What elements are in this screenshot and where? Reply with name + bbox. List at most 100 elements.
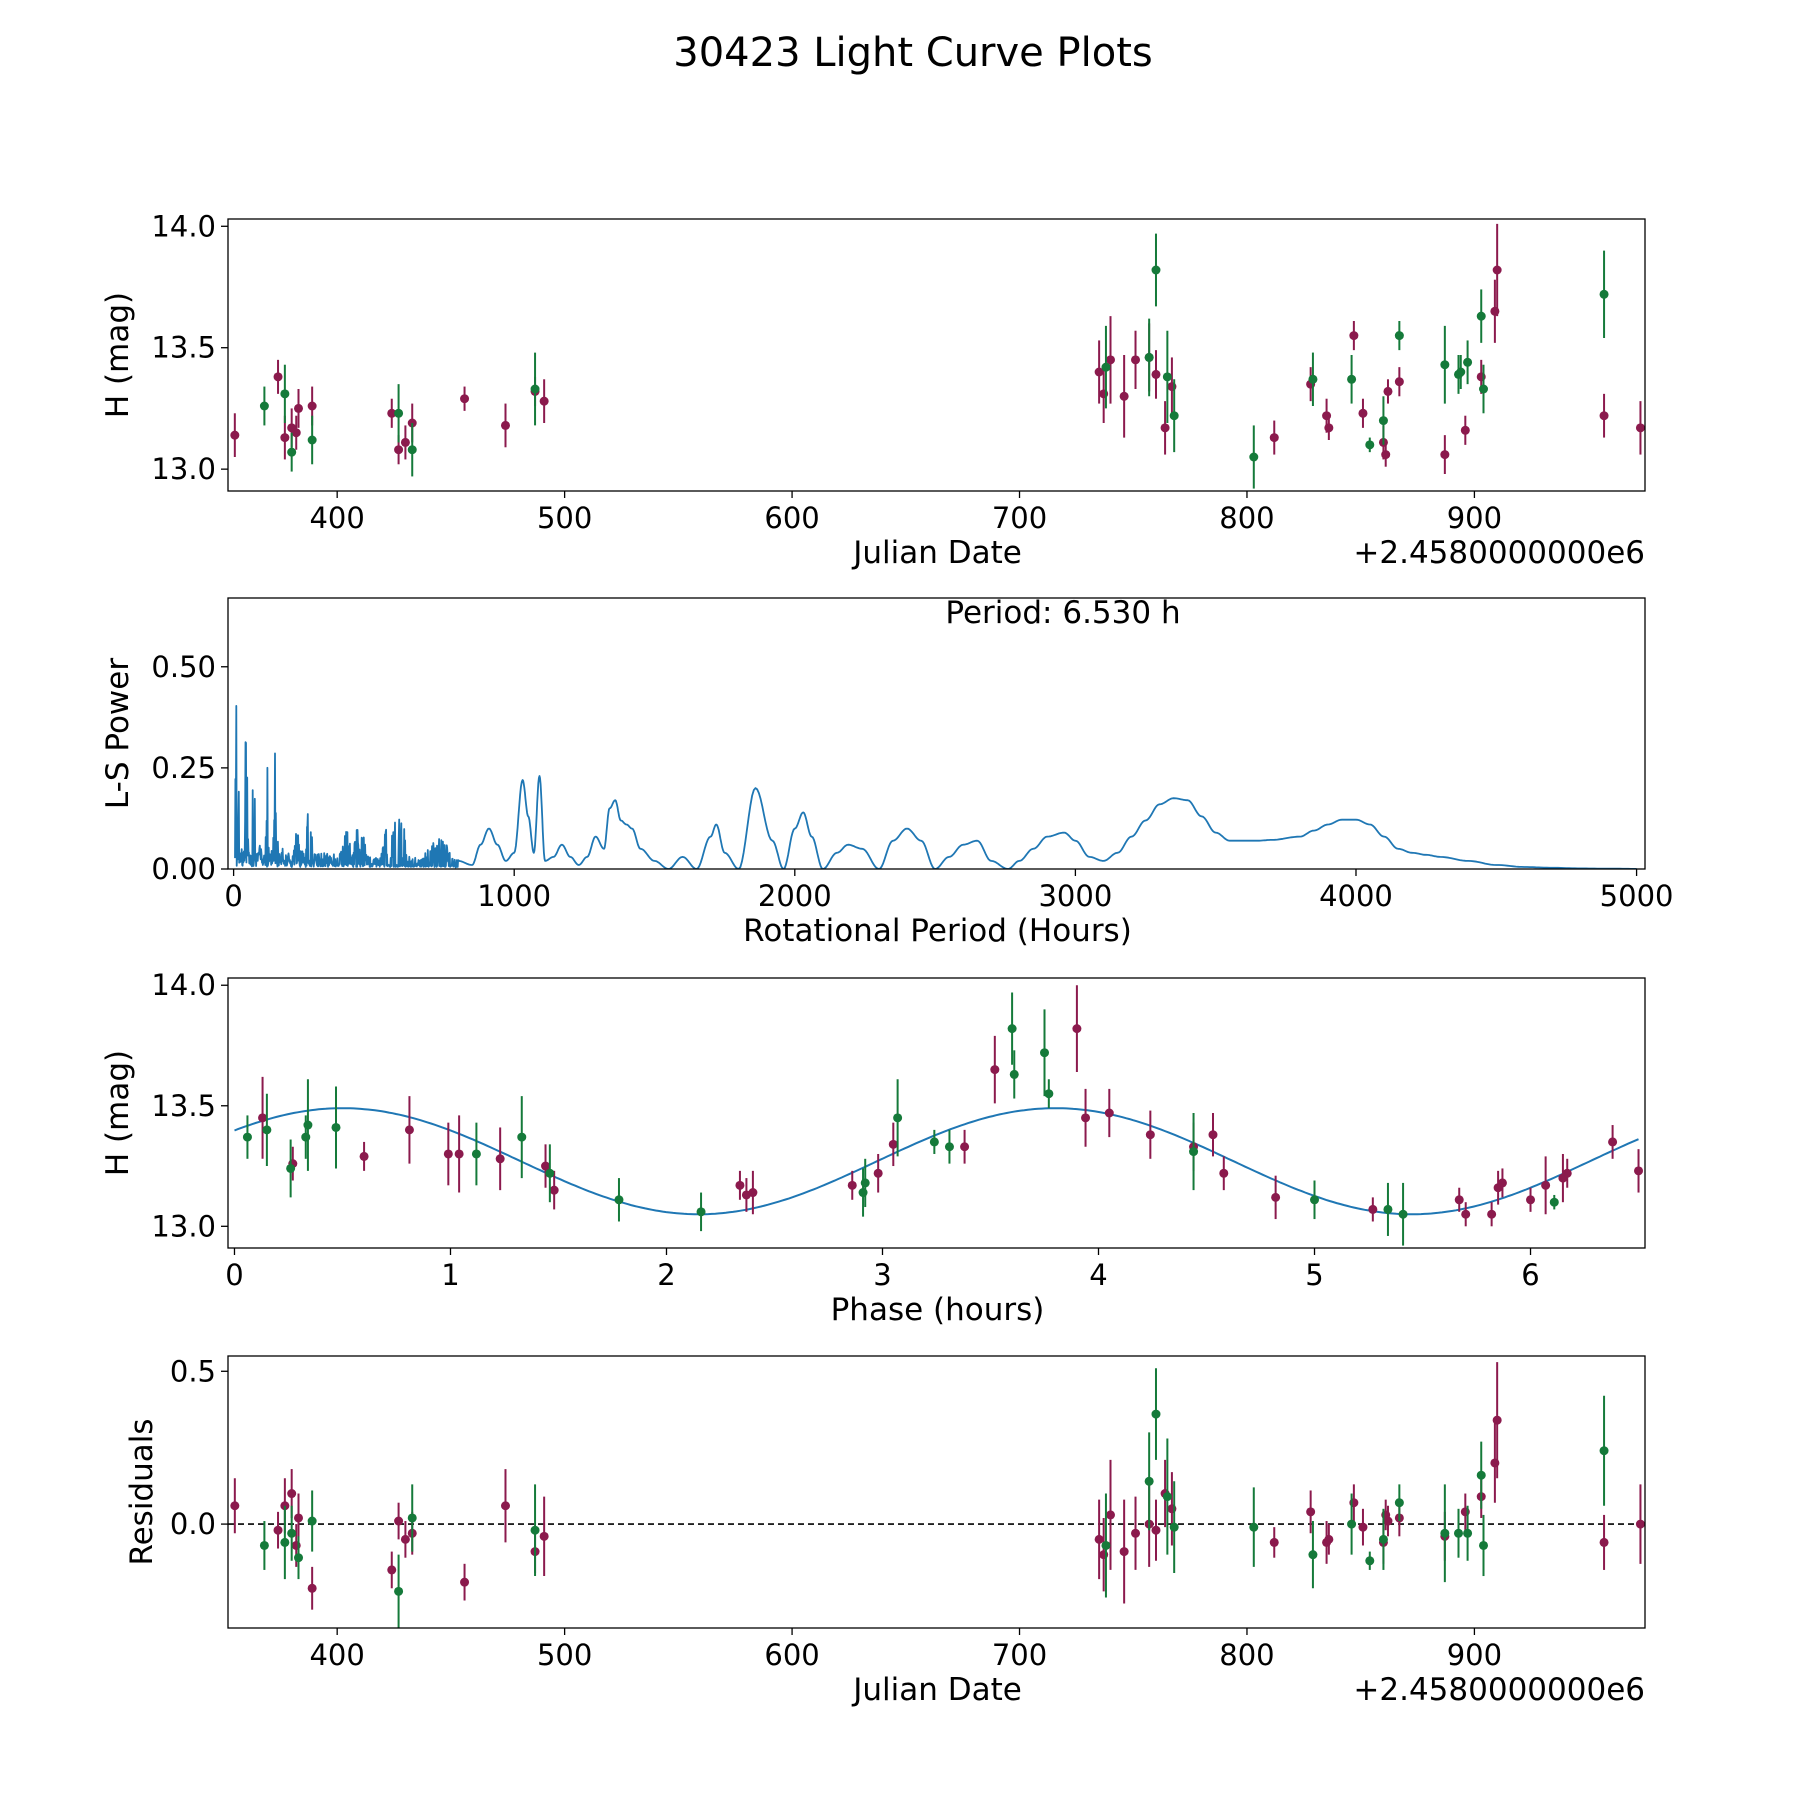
data-point-maroon: [1072, 1024, 1082, 1034]
data-point-maroon: [404, 1125, 414, 1135]
data-point-green: [1599, 289, 1609, 299]
data-point-maroon: [1119, 1547, 1129, 1557]
data-point-green: [1308, 1550, 1318, 1560]
data-point-green: [893, 1113, 903, 1123]
data-point-maroon: [1358, 1522, 1368, 1532]
period-annotation: Period: 6.530 h: [945, 595, 1180, 631]
data-point-green: [1044, 1089, 1054, 1099]
fit-curve: [234, 1107, 1639, 1216]
y-tick-label: 13.0: [151, 1209, 216, 1243]
data-point-green: [1151, 1409, 1161, 1419]
data-point-green: [1151, 265, 1161, 275]
plot-frame: [227, 218, 1646, 492]
data-point-green: [1394, 1498, 1404, 1508]
data-point-maroon: [1324, 423, 1334, 433]
data-point-green: [280, 389, 290, 399]
data-point-green: [530, 1525, 540, 1535]
x-tick-label: 400: [309, 1638, 364, 1672]
data-point-maroon: [539, 1531, 549, 1541]
data-point-green: [1394, 331, 1404, 341]
data-point-maroon: [1635, 1519, 1645, 1529]
data-point-maroon: [748, 1188, 758, 1198]
data-point-green: [614, 1195, 624, 1205]
data-point-maroon: [460, 1577, 470, 1587]
x-axis-label: Phase (hours): [831, 1292, 1045, 1328]
plot-frame: [227, 977, 1646, 1249]
x-tick-label: 4000: [1319, 879, 1393, 913]
x-tick-label: 700: [992, 1638, 1047, 1672]
x-tick-label: 3: [873, 1258, 891, 1292]
data-point-maroon: [1368, 1204, 1378, 1214]
data-point-maroon: [549, 1185, 559, 1195]
data-point-maroon: [1440, 450, 1450, 460]
x-axis-label: Rotational Period (Hours): [743, 913, 1132, 949]
data-point-green: [394, 408, 404, 418]
y-axis-label: H (mag): [100, 1050, 136, 1176]
data-point-maroon: [1324, 1534, 1334, 1544]
data-point-green: [1479, 1540, 1489, 1550]
data-point-green: [331, 1122, 341, 1132]
data-point-maroon: [1526, 1195, 1536, 1205]
x-tick-label: 500: [537, 501, 592, 535]
data-point-maroon: [1487, 1209, 1497, 1219]
data-point-green: [1398, 1209, 1408, 1219]
data-point-green: [1009, 1069, 1019, 1079]
phased-light-curve-chart: 0 1 2 3 4 5 6 13.0 13.5 14.0 Phase (hours) H (mag): [100, 968, 1646, 1328]
data-point-maroon: [387, 1565, 397, 1575]
data-point-green: [696, 1207, 706, 1217]
data-point-green: [1463, 357, 1473, 367]
data-point-maroon: [1094, 367, 1104, 377]
x-tick-label: 1000: [477, 879, 551, 913]
y-tick-label: 13.5: [151, 1089, 216, 1123]
data-point-maroon: [1306, 1507, 1316, 1517]
data-point-maroon: [1094, 1534, 1104, 1544]
x-tick-label: 600: [764, 1638, 819, 1672]
x-tick-label: 600: [764, 501, 819, 535]
data-point-maroon: [539, 396, 549, 406]
data-point-green: [1169, 1522, 1179, 1532]
y-axis-label: Residuals: [124, 1418, 160, 1565]
data-point-green: [1347, 374, 1357, 384]
residuals-chart: 400 500 600 700 800 900 0.0 0.5 Julian Date Resid…: [124, 1354, 1646, 1708]
data-point-maroon: [1599, 411, 1609, 421]
data-point-green: [860, 1178, 870, 1188]
x-tick-label: 5: [1305, 1258, 1323, 1292]
y-axis-label: L-S Power: [100, 658, 136, 809]
data-point-maroon: [1349, 331, 1359, 341]
data-point-green: [1463, 1528, 1473, 1538]
data-point-green: [407, 1513, 417, 1523]
plot-area: [234, 985, 1644, 1246]
data-point-green: [262, 1125, 272, 1135]
y-tick-label: 13.5: [151, 331, 216, 365]
x-tick-label: 3000: [1038, 879, 1112, 913]
y-axis-label: H (mag): [100, 292, 136, 418]
data-point-maroon: [990, 1065, 1000, 1075]
y-tick-label: 14.0: [151, 209, 216, 243]
data-point-maroon: [1358, 408, 1368, 418]
data-point-maroon: [873, 1168, 883, 1178]
x-tick-label: 0: [225, 1258, 243, 1292]
data-point-maroon: [1104, 1108, 1114, 1118]
data-point-maroon: [1269, 1537, 1279, 1547]
x-tick-label: 6: [1521, 1258, 1539, 1292]
data-point-maroon: [1492, 1415, 1502, 1425]
data-point-green: [307, 435, 317, 445]
plot-area: [228, 1362, 1645, 1628]
data-point-maroon: [1269, 433, 1279, 443]
data-point-maroon: [273, 1525, 283, 1535]
plot-area: [230, 223, 1645, 489]
data-point-maroon: [273, 372, 283, 382]
data-point-maroon: [1394, 377, 1404, 387]
y-tick-label: 0.00: [151, 852, 216, 886]
data-point-green: [1549, 1197, 1559, 1207]
y-tick-label: 0.0: [170, 1507, 216, 1541]
data-point-maroon: [394, 445, 404, 455]
data-point-green: [530, 384, 540, 394]
data-point-green: [929, 1137, 939, 1147]
data-point-green: [1347, 1519, 1357, 1529]
data-point-green: [1249, 452, 1259, 462]
data-point-maroon: [1541, 1180, 1551, 1190]
data-point-maroon: [1562, 1168, 1572, 1178]
data-point-maroon: [541, 1161, 551, 1171]
data-point-green: [1440, 1528, 1450, 1538]
